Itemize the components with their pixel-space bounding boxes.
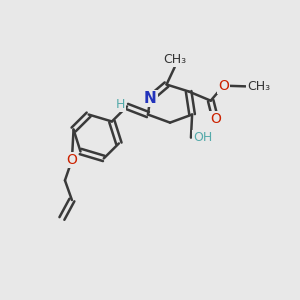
Text: N: N <box>144 91 157 106</box>
Text: OH: OH <box>193 131 212 144</box>
Text: CH₃: CH₃ <box>163 53 186 66</box>
Text: O: O <box>210 112 221 126</box>
Text: H: H <box>115 98 125 111</box>
Text: CH₃: CH₃ <box>247 80 270 93</box>
Text: O: O <box>218 79 229 93</box>
Text: O: O <box>67 153 77 167</box>
